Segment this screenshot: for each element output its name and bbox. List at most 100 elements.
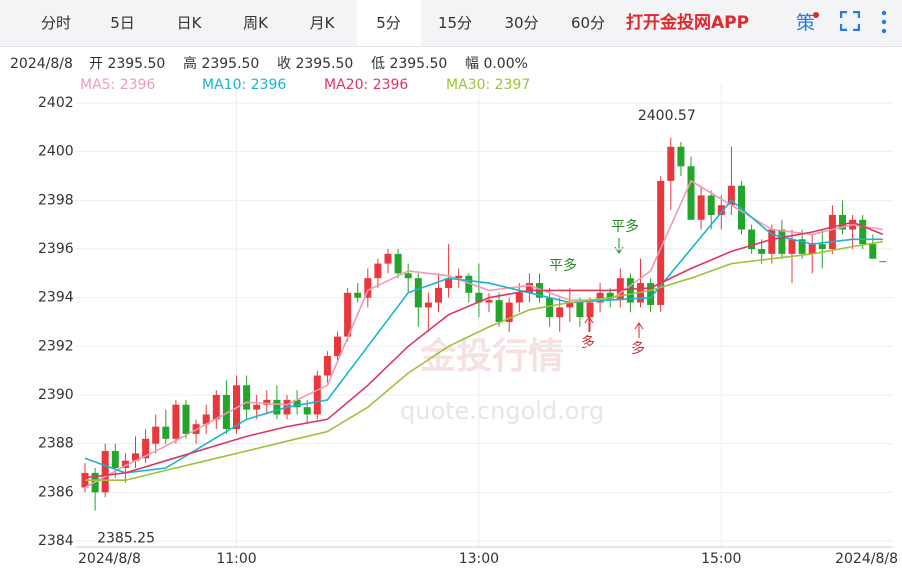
candle-body [556,307,564,318]
high-label: 2400.57 [638,108,696,124]
candle-body [344,292,352,337]
candle-body [142,438,150,459]
legend-entry: MA10: 2396 [202,77,286,93]
ma-line [85,240,884,481]
candle-body [273,399,281,415]
candle-body [758,249,766,254]
candle-body [849,219,857,230]
candle-body [172,404,180,439]
candle-body [828,214,836,249]
candle-body [798,239,806,254]
y-tick-label: 2384 [38,533,74,549]
arrow [614,238,624,254]
info-open: 开 2395.50 [89,56,165,72]
candle-body [222,395,230,430]
candle-body [384,253,392,264]
watermark: 金投行情 [419,335,564,377]
tab[interactable]: 5分 [356,0,421,46]
fullscreen-icon[interactable] [840,11,860,31]
candle-body [404,273,412,279]
tab-bar: 分时 5日 日K 周K 月K 5分 15分 30分 60分 [0,0,902,47]
candle-body [212,395,220,420]
candle-body [152,426,160,444]
candle-body [637,283,644,303]
info-change: 幅 0.00% [465,56,528,72]
candle-body [869,244,877,259]
tab[interactable]: 月K [309,14,335,32]
candle-body [546,297,554,318]
info-close: 收 2395.50 [277,56,353,72]
candle-body [738,185,745,230]
candle-body [354,292,362,298]
candle-body [768,229,776,254]
candle-body [364,278,372,298]
x-tick-label: 11:00 [216,551,256,567]
candle-body [253,404,261,410]
grid [75,83,893,547]
candle-body [455,275,463,279]
candle-body [485,300,493,303]
strategy-icon[interactable]: 策 [796,0,819,46]
ma-line [84,221,884,479]
candle-body [91,472,99,493]
candle-body [707,195,715,215]
signal: 多 [631,340,645,357]
y-tick-label: 2400 [38,144,74,160]
candle-body [323,356,331,376]
more-icon[interactable] [880,10,888,34]
y-tick-label: 2386 [38,484,74,500]
signal: 平多 [549,257,577,274]
candle-body [132,453,139,461]
candle-body [334,336,341,357]
tab[interactable]: 60分 [570,14,606,32]
candle-body [495,300,503,322]
candle-body [192,424,200,434]
candle-body [424,302,432,308]
tab[interactable]: 5日 [110,14,135,32]
tab[interactable]: 周K [243,14,268,32]
tab[interactable]: 日K [176,14,202,32]
candle-body [808,244,816,254]
candle-body [697,195,705,220]
candle-body [839,214,846,230]
y-tick-label: 2396 [38,241,74,257]
candle-body [616,278,624,301]
arrow [584,316,644,338]
icon-text: 策 [796,12,816,34]
app-link[interactable]: 打开金投网APP [626,13,750,33]
candle-body [859,219,867,245]
candle-body [283,399,291,415]
candle-body [313,375,321,415]
candle-body [81,472,89,488]
legend-entry: MA5: 2396 [80,77,155,93]
ma-line [84,199,883,474]
candle-body [596,292,604,303]
legend-entry: MA20: 2396 [324,77,408,93]
x-tick-label: 13:00 [459,551,499,567]
y-tick-label: 2392 [38,338,74,354]
candle-body [475,292,483,303]
tab[interactable]: 分时 [40,14,71,32]
signal: 多 [581,334,595,351]
candle-body [374,263,382,279]
candle-body [505,302,513,322]
candle-body [566,302,574,308]
tab[interactable]: 30分 [504,14,539,32]
candle-body [606,292,614,301]
candle-body [162,426,170,439]
candle-body [414,278,422,308]
y-tick-label: 2388 [38,436,74,452]
info-date: 2024/8/8 [10,56,73,72]
candle-body [879,261,887,263]
tab[interactable]: 15分 [437,14,473,32]
candle-body [465,275,473,293]
candle-body [394,253,402,274]
legend-entry: MA30: 2397 [446,77,530,93]
candle-body [727,185,735,206]
candle-body [788,239,796,254]
candle-body [111,450,119,468]
candle-body [303,407,311,415]
candle-body [293,399,301,408]
